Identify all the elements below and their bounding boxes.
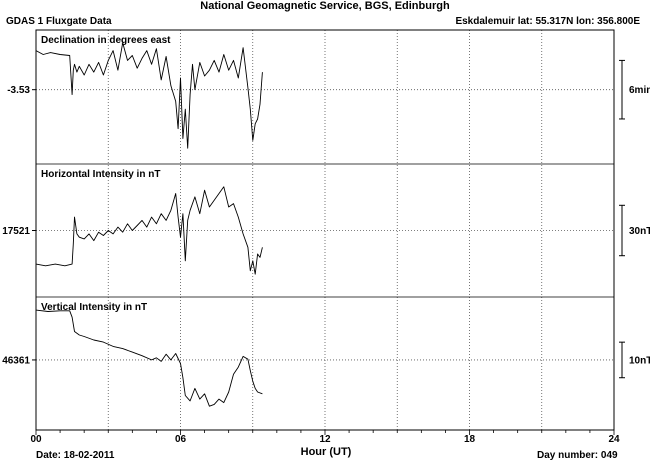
x-axis-label: Hour (UT) <box>300 446 352 458</box>
scale-label: 6min <box>629 85 650 96</box>
x-tick-label: 00 <box>30 434 42 445</box>
chart-title: National Geomagnetic Service, BGS, Edinb… <box>200 0 450 12</box>
day-number-label: Day number: 049 <box>537 450 618 461</box>
chart-subtitle: GDAS 1 Fluxgate Data <box>6 16 112 27</box>
data-series-line <box>35 42 263 149</box>
x-tick-label: 18 <box>464 434 476 445</box>
panel-title: Horizontal Intensity in nT <box>41 169 160 180</box>
x-tick-label: 06 <box>175 434 187 445</box>
scale-label: 30nT <box>629 226 650 237</box>
scale-label: 10nT <box>629 355 650 366</box>
data-series-line <box>35 186 263 275</box>
data-series-line <box>35 309 263 407</box>
reference-label: -3.53 <box>7 85 30 96</box>
reference-label: 17521 <box>2 226 30 237</box>
date-label: Date: 18-02-2011 <box>36 450 115 461</box>
station-info: Eskdalemuir lat: 55.317N lon: 356.800E <box>455 16 640 27</box>
panel-title: Declination in degrees east <box>41 35 171 46</box>
reference-label: 46361 <box>2 355 30 366</box>
x-tick-label: 24 <box>608 434 620 445</box>
x-tick-label: 12 <box>319 434 331 445</box>
panel-title: Vertical Intensity in nT <box>41 302 147 313</box>
